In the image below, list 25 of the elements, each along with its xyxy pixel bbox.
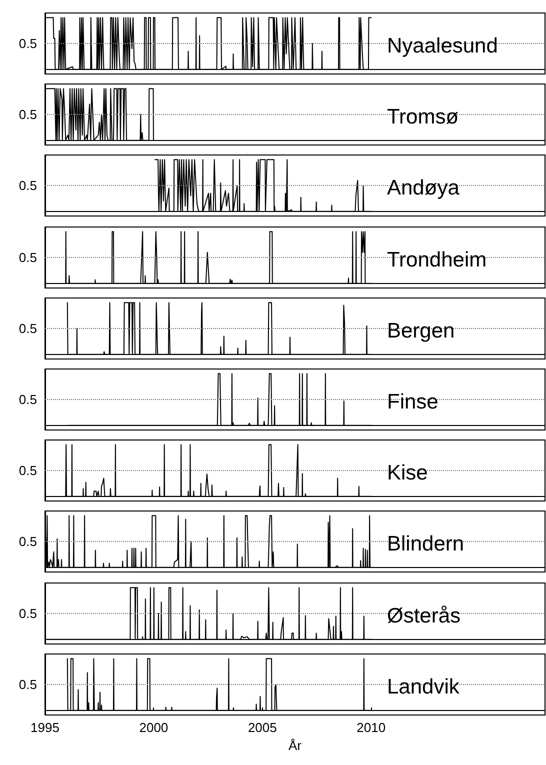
x-tick-label: 2010 bbox=[356, 720, 386, 735]
ref-line-label: 0.5 bbox=[18, 250, 37, 265]
text: Andøya bbox=[387, 176, 460, 200]
ref-line-label: 0.5 bbox=[18, 676, 37, 692]
ref-line-label: 0.5 bbox=[18, 463, 37, 478]
ref-line-label: 0.5 bbox=[18, 392, 37, 407]
text: Trondheim bbox=[387, 248, 487, 272]
ref-line-label: 0.5 bbox=[18, 606, 37, 621]
text: Blindern bbox=[387, 532, 464, 556]
text: Østerås bbox=[387, 604, 461, 628]
ref-line-label: 0.5 bbox=[18, 36, 37, 51]
x-axis-title: År bbox=[288, 738, 302, 753]
text: Finse bbox=[387, 390, 438, 414]
text: Nyaalesund bbox=[387, 34, 498, 58]
text: Tromsø bbox=[387, 106, 459, 129]
ref-line-label: 0.5 bbox=[18, 320, 37, 336]
text: Bergen bbox=[387, 319, 455, 342]
ref-line-label: 0.5 bbox=[18, 178, 37, 194]
text: Landvik bbox=[387, 675, 460, 698]
ref-line-label: 0.5 bbox=[18, 534, 37, 550]
text: Kise bbox=[387, 462, 428, 485]
ref-line-label: 0.5 bbox=[18, 107, 37, 122]
x-tick-label: 2000 bbox=[139, 720, 168, 735]
x-tick-label: 2005 bbox=[248, 720, 277, 735]
x-tick-label: 1995 bbox=[30, 720, 60, 735]
